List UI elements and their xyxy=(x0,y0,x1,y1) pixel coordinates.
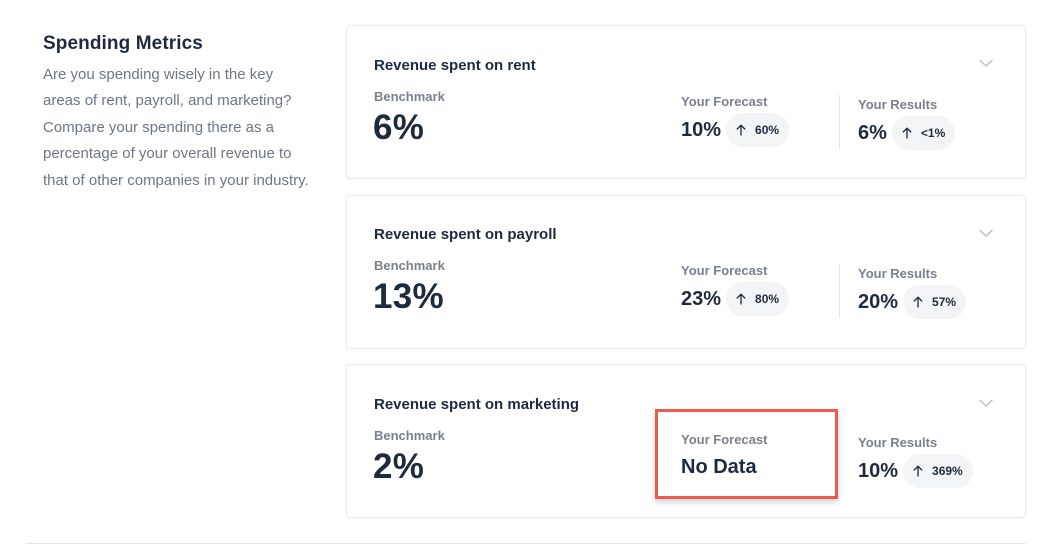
benchmark-label: Benchmark xyxy=(374,428,445,443)
benchmark-label: Benchmark xyxy=(374,258,445,273)
forecast-value: 10% xyxy=(681,118,722,141)
results-change-value: 57% xyxy=(932,295,957,309)
results-metric: Your Results 10% 369% xyxy=(858,435,973,488)
results-value: 20% xyxy=(858,290,899,313)
metric-card-payroll: Revenue spent on payroll Benchmark 13% Y… xyxy=(346,195,1026,349)
benchmark-value: 13% xyxy=(373,277,444,316)
results-label: Your Results xyxy=(858,97,938,112)
metric-card-marketing: Revenue spent on marketing Benchmark 2% … xyxy=(346,364,1026,518)
spending-metrics-intro: Spending Metrics Are you spending wisely… xyxy=(43,33,313,194)
forecast-metric: Your Forecast 23% 80% xyxy=(681,263,790,316)
forecast-label: Your Forecast xyxy=(681,432,768,447)
forecast-value: 23% xyxy=(681,287,722,310)
forecast-metric: Your Forecast No Data xyxy=(681,432,767,479)
section-divider xyxy=(26,543,1026,544)
forecast-label: Your Forecast xyxy=(681,263,768,278)
forecast-change-value: 80% xyxy=(755,292,780,306)
metric-card-rent: Revenue spent on rent Benchmark 6% Your … xyxy=(346,25,1026,179)
card-title: Revenue spent on rent xyxy=(374,57,536,74)
benchmark-value: 2% xyxy=(373,447,425,486)
results-value: 6% xyxy=(858,121,887,144)
arrow-up-icon xyxy=(913,465,923,477)
results-metric: Your Results 6% <1% xyxy=(858,97,956,150)
arrow-up-icon xyxy=(736,293,746,305)
forecast-label: Your Forecast xyxy=(681,94,768,109)
forecast-metric: Your Forecast 10% 60% xyxy=(681,94,790,147)
metric-divider xyxy=(839,95,840,149)
arrow-up-icon xyxy=(902,127,912,139)
results-label: Your Results xyxy=(858,435,938,450)
results-change-value: 369% xyxy=(932,464,963,478)
section-title: Spending Metrics xyxy=(43,33,203,54)
chevron-down-icon[interactable] xyxy=(979,399,993,409)
results-change-badge: 369% xyxy=(903,454,973,488)
arrow-up-icon xyxy=(913,296,923,308)
arrow-up-icon xyxy=(736,124,746,136)
forecast-change-badge: 80% xyxy=(726,282,790,316)
benchmark-value: 6% xyxy=(373,108,425,147)
results-value: 10% xyxy=(858,459,899,482)
forecast-change-value: 60% xyxy=(755,123,780,137)
metric-divider xyxy=(839,264,840,318)
card-title: Revenue spent on payroll xyxy=(374,226,557,243)
benchmark-label: Benchmark xyxy=(374,89,445,104)
card-title: Revenue spent on marketing xyxy=(374,396,580,413)
section-description: Are you spending wisely in the key areas… xyxy=(43,66,309,189)
results-change-value: <1% xyxy=(920,126,946,140)
results-change-badge: 57% xyxy=(903,285,967,319)
chevron-down-icon[interactable] xyxy=(979,59,993,69)
forecast-no-data: No Data xyxy=(681,456,757,478)
results-label: Your Results xyxy=(858,266,938,281)
chevron-down-icon[interactable] xyxy=(979,229,993,239)
forecast-change-badge: 60% xyxy=(726,113,790,147)
results-change-badge: <1% xyxy=(891,116,956,150)
results-metric: Your Results 20% 57% xyxy=(858,266,967,319)
